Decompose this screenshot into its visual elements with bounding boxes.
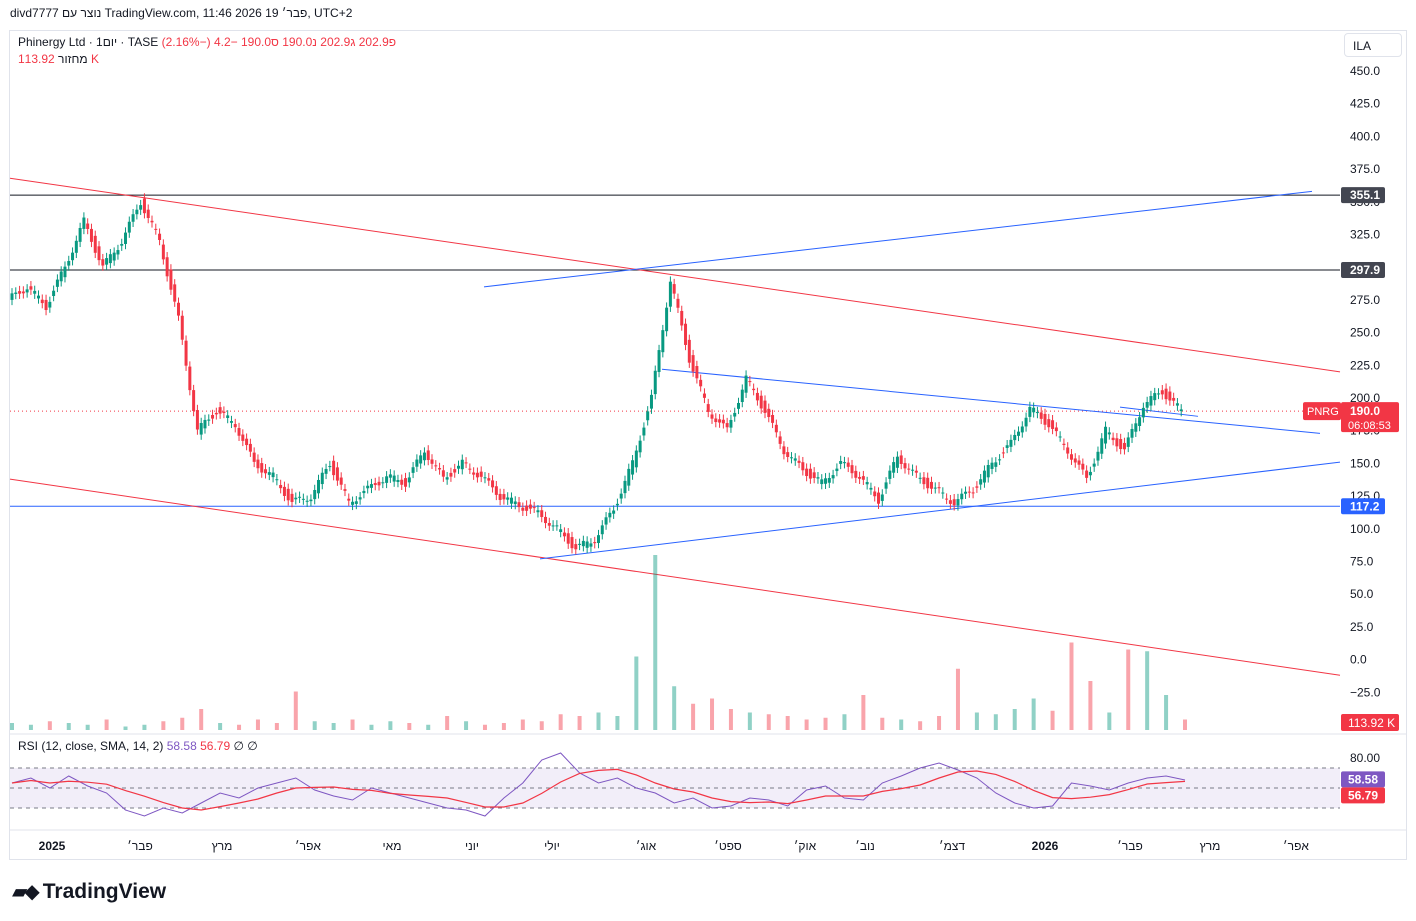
legend-close: ס190.0 — [240, 35, 279, 49]
volume-legend: מחזור 113.92 K — [18, 52, 99, 66]
rsi-legend-value: 58.58 — [166, 739, 197, 753]
symbol-name[interactable]: Phinergy Ltd · 1יום · TASE — [18, 35, 159, 49]
brand-name: TradingView — [42, 879, 167, 903]
tradingview-logo-icon: ▰◆ — [12, 881, 40, 903]
rsi-legend-extra: ∅ ∅ — [233, 739, 258, 753]
symbol-legend: Phinergy Ltd · 1יום · TASE פ202.9 ג202.9… — [18, 35, 396, 49]
volume-value: 113.92 K — [18, 52, 99, 66]
legend-low: נ190.0 — [282, 35, 317, 49]
tradingview-logo: ▰◆ TradingView — [12, 879, 166, 904]
chart-frame — [9, 30, 1407, 860]
rsi-legend-ma: 56.79 — [200, 739, 231, 753]
header-created-by: divd7777 נוצר עם TradingView.com, 11:46 … — [10, 6, 353, 20]
rsi-title[interactable]: RSI (12, close, SMA, 14, 2) — [18, 739, 164, 753]
legend-change: −4.2 (−2.16%) — [161, 35, 238, 49]
legend-high: ג202.9 — [320, 35, 356, 49]
rsi-legend: RSI (12, close, SMA, 14, 2) 58.58 56.79 … — [18, 739, 258, 753]
currency-scale-button[interactable]: ILA — [1344, 33, 1402, 57]
volume-label: מחזור — [58, 52, 88, 66]
legend-open: פ202.9 — [358, 35, 397, 49]
